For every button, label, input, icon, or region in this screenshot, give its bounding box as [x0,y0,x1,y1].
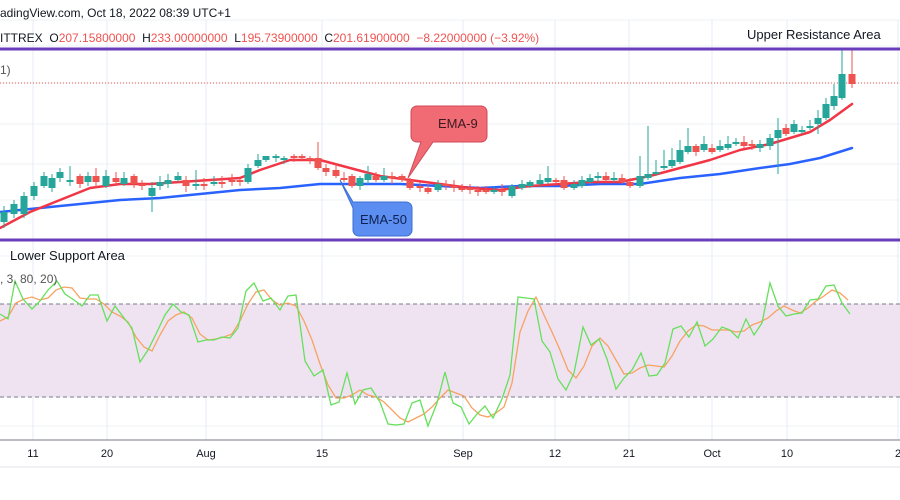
x-axis-tick-label: Oct [703,448,721,460]
x-axis-tick-label: 10 [780,448,794,460]
open-value: 207.15800000 [58,31,136,45]
ema9-callout[interactable] [407,105,488,179]
x-axis-tick-label: 15 [315,448,329,460]
oscillator-level-lines [0,303,900,398]
close-label: C [324,31,333,45]
x-axis-tick-label: 2 [894,448,900,460]
x-axis-tick-label: Aug [196,448,216,460]
stochastic-lines [0,278,851,428]
close-value: 201.61900000 [332,31,410,45]
source-timestamp: adingView.com, Oct 18, 2022 08:39 UTC+1 [0,6,231,20]
high-value: 233.00000000 [150,31,228,45]
x-axis-tick-label: 20 [100,448,114,460]
ohlc-legend: ITTREX O207.15800000 H233.00000000 L195.… [0,31,539,45]
low-label: L [234,31,241,45]
oscillator-legend: , 3, 80, 20) [0,272,58,286]
candlestick-series [0,49,856,228]
change-value: −8.22000000 (−3.92%) [416,31,540,45]
main-indicator-legend: 1) [0,63,11,77]
ema9-callout-label: EMA-9 [438,116,478,131]
x-axis-tick-label: Sep [453,448,473,460]
low-value: 195.73900000 [240,31,318,45]
open-label: O [49,31,59,45]
oscillator-band [0,304,900,397]
upper-resistance-label: Upper Resistance Area [747,27,881,42]
ema50-line [0,146,854,214]
high-label: H [142,31,151,45]
ema50-callout[interactable] [339,179,413,237]
lower-support-label: Lower Support Area [10,248,125,263]
symbol-name[interactable]: ITTREX [0,31,43,45]
x-axis-tick-label: 11 [27,448,39,460]
x-axis-tick-label: 21 [622,448,636,460]
x-axis-tick-label: 12 [548,448,562,460]
ema50-callout-label: EMA-50 [360,212,407,227]
